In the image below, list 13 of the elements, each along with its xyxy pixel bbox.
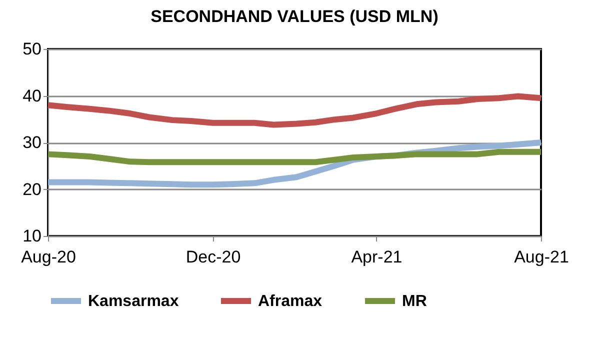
legend-label: Aframax [258, 293, 322, 310]
y-tick-label: 10 [22, 226, 42, 246]
x-tick-label: Aug-20 [21, 248, 76, 266]
x-tick-label: Aug-21 [514, 248, 569, 266]
y-tick-label: 40 [22, 86, 42, 106]
x-tick-label: Apr-21 [351, 248, 402, 266]
legend-label: MR [402, 293, 428, 310]
legend-label: Kamsarmax [88, 293, 179, 310]
chart-title: SECONDHAND VALUES (USD MLN) [150, 7, 438, 26]
y-tick-label: 30 [22, 133, 42, 152]
y-tick-label: 50 [22, 40, 42, 58]
x-tick-label: Dec-20 [186, 248, 241, 266]
y-tick-label: 20 [22, 180, 42, 199]
